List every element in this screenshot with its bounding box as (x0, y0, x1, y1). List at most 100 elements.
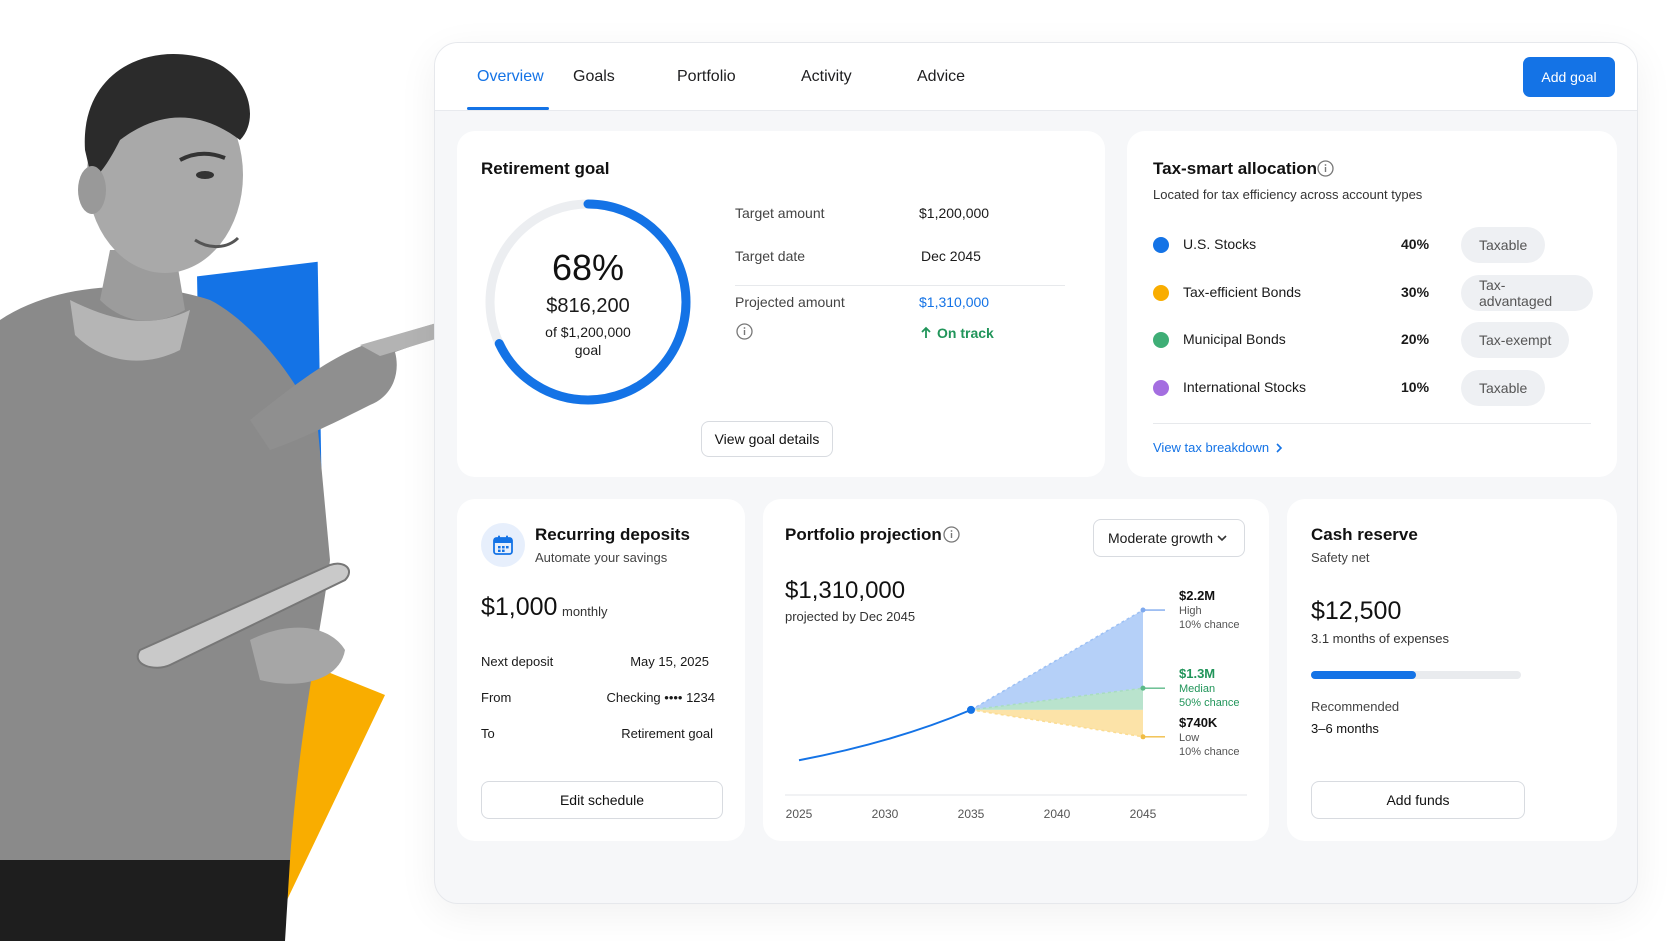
color-dot (1153, 380, 1169, 396)
projected-amount-label: Projected amount (735, 294, 845, 310)
asset-name: Municipal Bonds (1183, 331, 1286, 347)
projection-caption: projected by Dec 2045 (785, 609, 916, 624)
outcome-label: Low (1179, 732, 1199, 744)
growth-scenario-dropdown[interactable]: Moderate growth (1093, 519, 1245, 557)
x-tick-label: 2040 (1044, 807, 1071, 821)
ring-center: 68% $816,200 of $1,200,000 goal (477, 191, 699, 413)
outcome-label: Median (1179, 683, 1215, 695)
add-goal-button[interactable]: Add goal (1523, 57, 1615, 97)
median-band-area (971, 688, 1143, 710)
asset-percent: 20% (1401, 331, 1430, 347)
divider (735, 285, 1065, 286)
add-funds-button[interactable]: Add funds (1311, 781, 1525, 819)
current-amount: $816,200 (546, 294, 630, 317)
hero-illustration (0, 0, 470, 941)
retirement-goal-card: Retirement goal 68% $816,200 of $1,200,0… (457, 131, 1105, 477)
tab-goals[interactable]: Goals (573, 68, 615, 85)
view-tax-breakdown-link[interactable]: View tax breakdown (1153, 440, 1270, 455)
arrow-up-icon (921, 326, 931, 338)
recurring-deposits-card: Recurring deposits Automate your savings… (457, 499, 745, 841)
top-navigation: Overview Goals Portfolio Activity Advice… (435, 43, 1637, 111)
dashboard-window: Overview Goals Portfolio Activity Advice… (434, 42, 1638, 904)
card-subtitle: Automate your savings (535, 550, 668, 565)
fan-areas (970, 609, 1144, 738)
target-amount-label: Target amount (735, 205, 825, 221)
asset-percent: 30% (1401, 284, 1430, 300)
outcome-chance: 10% chance (1179, 619, 1240, 631)
deposit-amount: $1,000 (481, 593, 558, 621)
outcome-point (1140, 607, 1146, 613)
outcome-value: $2.2M (1179, 588, 1215, 603)
allocation-row: U.S. Stocks 40% Taxable (1153, 227, 1593, 263)
to-goal-value: Retirement goal (621, 726, 713, 741)
progress-percent: 68% (551, 246, 625, 288)
outcome-point (1140, 685, 1146, 691)
active-tab-indicator (467, 107, 549, 110)
card-subtitle: Located for tax efficiency across accoun… (1153, 187, 1423, 202)
x-tick-label: 2045 (1130, 807, 1157, 821)
card-title: Tax-smart allocation (1153, 159, 1318, 178)
color-dot (1153, 237, 1169, 253)
asset-percent: 40% (1401, 236, 1430, 252)
chevron-down-icon (1217, 535, 1227, 542)
projection-fan-chart: $2.2M High 10% chance $1.3M Median 50% chance… (785, 588, 1247, 821)
outcome-label: High (1179, 605, 1202, 617)
target-date-value: Dec 2045 (921, 248, 981, 264)
goal-total-label: of $1,200,000 (545, 323, 631, 340)
tab-activity[interactable]: Activity (801, 68, 852, 85)
color-dot (1153, 285, 1169, 301)
chevron-right-icon[interactable] (1275, 442, 1283, 454)
x-tick-label: 2035 (958, 807, 985, 821)
account-type-badge: Taxable (1461, 370, 1546, 406)
dropdown-value: Moderate growth (1108, 530, 1214, 546)
outcome-chance: 10% chance (1179, 746, 1240, 758)
target-amount-value: $1,200,000 (919, 205, 990, 221)
edit-schedule-button[interactable]: Edit schedule (481, 781, 723, 819)
next-deposit-value: May 15, 2025 (630, 654, 709, 669)
target-date-label: Target date (735, 248, 806, 264)
outcome-path-line (970, 709, 1144, 738)
projected-amount: $1,310,000 (785, 577, 906, 604)
outcome-chance: 50% chance (1179, 697, 1240, 709)
tab-overview[interactable]: Overview (477, 68, 544, 85)
tax-allocation-card: Tax-smart allocation Located for tax eff… (1127, 131, 1617, 477)
outcome-point (1140, 734, 1146, 740)
card-title: Retirement goal (481, 159, 610, 178)
from-account-value: Checking •••• 1234 (606, 690, 715, 705)
today-marker (967, 705, 975, 714)
view-goal-details-button[interactable]: View goal details (701, 421, 833, 457)
card-title: Cash reserve (1311, 525, 1418, 544)
deposit-period: monthly (562, 604, 608, 619)
reserve-progress-track (1311, 671, 1521, 679)
goal-word: goal (574, 341, 602, 358)
outcome-path-line (970, 687, 1144, 711)
outcome-labels: $2.2M High 10% chance $1.3M Median 50% chance… (1140, 588, 1240, 758)
recommended-label: Recommended (1311, 699, 1400, 714)
cash-reserve-card: Cash reserve Safety net $12,500 3.1 mont… (1287, 499, 1617, 841)
from-label: From (481, 690, 512, 705)
cash-amount: $12,500 (1311, 597, 1402, 625)
card-subtitle: Safety net (1311, 550, 1370, 565)
projected-amount-value: $1,310,000 (919, 294, 990, 310)
outcome-value: $1.3M (1179, 666, 1215, 681)
info-icon[interactable] (1317, 160, 1334, 177)
asset-name: U.S. Stocks (1183, 236, 1257, 252)
next-deposit-label: Next deposit (481, 654, 554, 669)
tab-advice[interactable]: Advice (917, 68, 966, 85)
asset-name: Tax-efficient Bonds (1183, 284, 1302, 300)
x-tick-label: 2025 (786, 807, 813, 821)
to-label: To (481, 726, 495, 741)
asset-name: International Stocks (1183, 379, 1306, 395)
recommended-value: 3–6 months (1311, 721, 1379, 736)
info-icon[interactable] (736, 323, 753, 340)
info-icon[interactable] (943, 526, 960, 543)
color-dot (1153, 332, 1169, 348)
account-type-badge: Tax-exempt (1461, 322, 1570, 358)
account-type-badge: Taxable (1461, 227, 1546, 263)
reserve-progress-fill (1311, 671, 1416, 679)
history-line (798, 705, 975, 762)
months-of-expenses: 3.1 months of expenses (1311, 631, 1450, 646)
goal-progress-ring (485, 199, 691, 405)
tab-portfolio[interactable]: Portfolio (677, 68, 736, 85)
calendar-icon-badge (481, 523, 525, 567)
